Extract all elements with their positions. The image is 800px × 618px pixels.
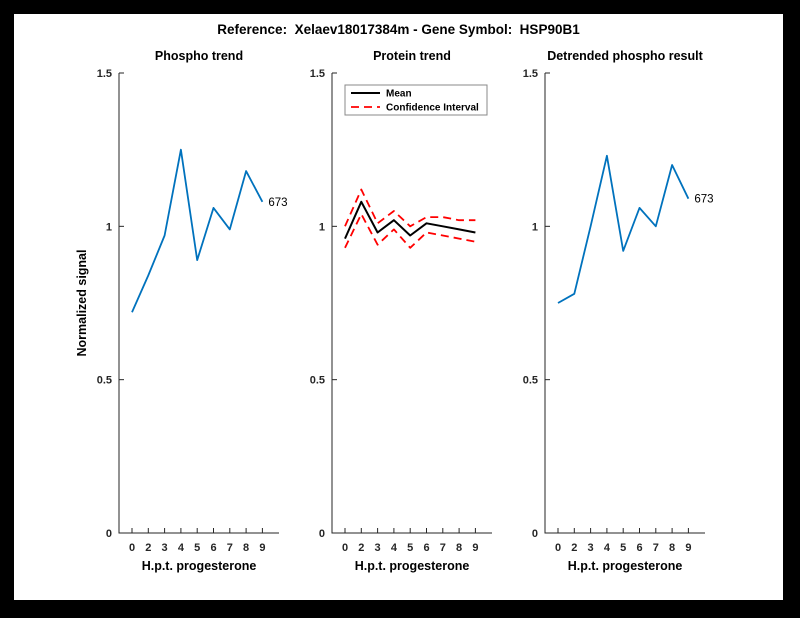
x-tick-label: 0 — [555, 542, 561, 554]
y-tick-label: 0 — [319, 528, 325, 540]
y-tick-label: 1.5 — [97, 68, 112, 80]
series-end-label: 673 — [268, 197, 287, 209]
x-tick-label: 6 — [423, 542, 429, 554]
x-tick-label: 0 — [342, 542, 348, 554]
x-tick-label: 9 — [259, 542, 265, 554]
y-axis-ticks: 0 0.5 1 1.5 — [523, 68, 550, 540]
series-line-confidence-interval-upper — [344, 188, 476, 228]
x-tick-label: 6 — [210, 542, 216, 554]
y-axis-ticks: 0 0.5 1 1.5 — [310, 68, 337, 540]
x-tick-label: 3 — [588, 542, 594, 554]
axis-lines — [118, 73, 279, 534]
y-tick-label: 1.5 — [310, 68, 325, 80]
x-tick-label: 4 — [178, 542, 185, 554]
x-tick-label: 0 — [129, 542, 135, 554]
chart-title: Protein trend — [373, 49, 451, 63]
legend-label: Mean — [386, 89, 412, 100]
phospho-trend-chart: Phospho trend 0 0.5 1 1.5 0 2 3 4 5 6 7 8 9 H.p.t. pro… — [74, 48, 300, 578]
protein-trend-chart: Protein trend 0 0.5 1 1.5 0 2 3 4 5 6 7 8 9 H.p.t. pro… — [287, 48, 513, 578]
y-tick-label: 1.5 — [523, 68, 538, 80]
x-tick-label: 2 — [145, 542, 151, 554]
y-axis-ticks: 0 0.5 1 1.5 — [97, 68, 124, 540]
y-tick-label: 0.5 — [97, 375, 112, 387]
x-tick-label: 4 — [604, 542, 611, 554]
x-tick-label: 7 — [227, 542, 233, 554]
x-tick-label: 2 — [358, 542, 364, 554]
y-axis-label: Normalized signal — [75, 250, 89, 357]
series-line-mean — [344, 200, 476, 240]
detrended-phospho-chart: Detrended phospho result 0 0.5 1 1.5 0 2 3 4 5 6 7 8… — [500, 48, 726, 578]
legend-box — [344, 84, 488, 116]
x-tick-label: 6 — [636, 542, 642, 554]
y-tick-label: 0 — [106, 528, 112, 540]
x-tick-label: 5 — [620, 542, 626, 554]
series-line-confidence-interval-lower — [344, 213, 476, 249]
y-tick-label: 0 — [532, 528, 538, 540]
x-tick-label: 8 — [456, 542, 462, 554]
figure-canvas: Reference: Xelaev18017384m - Gene Symbol… — [14, 14, 783, 600]
x-tick-label: 5 — [194, 542, 200, 554]
x-tick-label: 7 — [653, 542, 659, 554]
x-tick-label: 5 — [407, 542, 413, 554]
figure-title: Reference: Xelaev18017384m - Gene Symbol… — [217, 22, 580, 37]
axis-lines — [331, 73, 492, 534]
y-tick-label: 1 — [319, 221, 325, 233]
series-end-label: 673 — [694, 194, 713, 206]
x-tick-label: 3 — [162, 542, 168, 554]
series-line-detrended-phospho-signal — [557, 154, 690, 304]
legend: Mean Confidence Interval — [344, 84, 488, 116]
y-tick-label: 1 — [106, 221, 112, 233]
legend-label: Confidence Interval — [386, 103, 479, 114]
x-tick-label: 8 — [243, 542, 249, 554]
x-tick-label: 7 — [440, 542, 446, 554]
x-tick-label: 2 — [571, 542, 577, 554]
x-tick-label: 9 — [685, 542, 691, 554]
series-line-phospho-signal — [131, 148, 264, 313]
x-tick-label: 9 — [472, 542, 478, 554]
x-tick-label: 8 — [669, 542, 675, 554]
chart-title: Detrended phospho result — [547, 49, 703, 63]
y-tick-label: 1 — [532, 221, 538, 233]
x-axis-label: H.p.t. progesterone — [355, 559, 470, 573]
x-tick-label: 4 — [391, 542, 398, 554]
y-tick-label: 0.5 — [310, 375, 325, 387]
x-axis-label: H.p.t. progesterone — [568, 559, 683, 573]
x-axis-label: H.p.t. progesterone — [142, 559, 257, 573]
y-tick-label: 0.5 — [523, 375, 538, 387]
x-tick-label: 3 — [375, 542, 381, 554]
axis-lines — [544, 73, 705, 534]
chart-title: Phospho trend — [155, 49, 243, 63]
